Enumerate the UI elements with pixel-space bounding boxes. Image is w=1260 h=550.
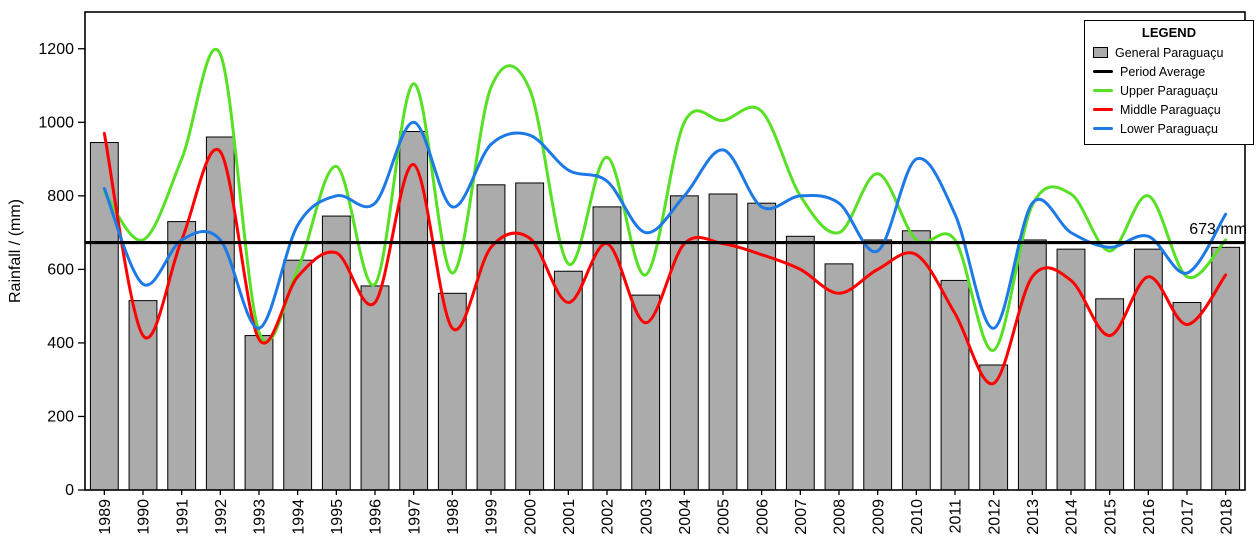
legend-item-upper-paraguacu: Upper Paraguaçu <box>1093 81 1245 100</box>
line-lower-paraguaçu <box>102 120 1228 330</box>
x-tick-label: 2007 <box>793 499 810 535</box>
bar-2017 <box>1172 301 1202 490</box>
x-tick-label: 1995 <box>329 499 346 535</box>
y-tick-label: 1200 <box>38 41 74 58</box>
plot-border <box>84 11 1246 491</box>
bar-2001 <box>553 270 583 490</box>
bar-1991 <box>167 221 197 490</box>
lower-paraguacu-swatch <box>1093 127 1113 130</box>
y-tick-label: 0 <box>65 482 74 499</box>
x-tick-label: 2000 <box>522 499 539 535</box>
x-tick-label: 2006 <box>754 499 771 535</box>
x-tick-label: 1994 <box>290 499 307 535</box>
y-tick-label: 200 <box>47 408 74 425</box>
x-tick-label: 2008 <box>832 499 849 535</box>
bar-2003 <box>631 294 661 490</box>
bar-2008 <box>824 263 854 490</box>
y-tick-label: 400 <box>47 335 74 352</box>
bar-2004 <box>669 195 699 490</box>
x-tick-label: 2013 <box>1025 499 1042 535</box>
x-tick-label: 1999 <box>484 499 501 535</box>
x-tick-label: 2005 <box>716 499 733 535</box>
x-tick-label: 2012 <box>986 499 1003 535</box>
legend-label: Middle Paraguaçu <box>1120 102 1221 117</box>
period-average-swatch <box>1093 70 1113 73</box>
legend-item-middle-paraguacu: Middle Paraguaçu <box>1093 100 1245 119</box>
axes: 0 200 400 600 800 1000 1200 1989 1990 1991 1992 199… <box>38 41 1235 535</box>
legend-item-general-paraguacu: General Paraguaçu <box>1093 43 1245 62</box>
legend-label: Lower Paraguaçu <box>1120 121 1218 136</box>
legend-label: Period Average <box>1120 64 1206 79</box>
x-tick-label: 2010 <box>909 499 926 535</box>
bar-2000 <box>515 182 545 490</box>
y-tick-label: 1000 <box>38 114 74 131</box>
x-tick-label: 2016 <box>1141 499 1158 535</box>
bar-2009 <box>863 239 893 490</box>
x-tick-label: 2014 <box>1064 499 1081 535</box>
legend-item-period-average: Period Average <box>1093 62 1245 81</box>
y-axis-title: Rainfall / (mm) <box>7 199 24 303</box>
bar-2013 <box>1017 239 1047 490</box>
upper-paraguacu-swatch <box>1093 89 1113 92</box>
legend: LEGEND General Paraguaçu Period Average … <box>1084 20 1254 145</box>
middle-paraguacu-swatch <box>1093 108 1113 111</box>
legend-label: Upper Paraguaçu <box>1120 83 1218 98</box>
bar-2010 <box>901 230 931 490</box>
bar-2006 <box>747 202 777 490</box>
x-tick-label: 1992 <box>213 499 230 535</box>
x-tick-label: 1996 <box>368 499 385 535</box>
x-tick-label: 1990 <box>136 499 153 535</box>
x-tick-label: 2003 <box>638 499 655 535</box>
bar-1995 <box>321 215 351 490</box>
legend-label: General Paraguaçu <box>1115 45 1224 60</box>
x-tick-label: 2018 <box>1218 499 1235 535</box>
general-paraguacu-swatch <box>1093 47 1108 58</box>
x-tick-label: 1998 <box>445 499 462 535</box>
bar-2005 <box>708 193 738 490</box>
x-tick-label: 2002 <box>600 499 617 535</box>
bar-2018 <box>1211 246 1241 490</box>
y-tick-label: 800 <box>47 188 74 205</box>
bars-general-paraguacu <box>89 131 1241 490</box>
bar-2012 <box>979 364 1009 490</box>
bar-1992 <box>205 136 235 490</box>
bar-1999 <box>476 184 506 490</box>
bar-1996 <box>360 285 390 490</box>
bar-2014 <box>1056 248 1086 490</box>
x-tick-label: 1991 <box>174 499 191 535</box>
x-tick-label: 2009 <box>870 499 887 535</box>
legend-title: LEGEND <box>1141 25 1197 40</box>
x-tick-label: 1989 <box>97 499 114 535</box>
x-tick-label: 2004 <box>677 499 694 535</box>
x-tick-label: 1997 <box>406 499 423 535</box>
x-tick-label: 1993 <box>252 499 269 535</box>
x-tick-label: 2001 <box>561 499 578 535</box>
legend-item-lower-paraguacu: Lower Paraguaçu <box>1093 119 1245 138</box>
y-tick-label: 600 <box>47 261 74 278</box>
x-tick-label: 2015 <box>1102 499 1119 535</box>
x-tick-label: 2011 <box>948 499 965 534</box>
plot-area <box>89 48 1241 490</box>
bar-2016 <box>1133 248 1163 490</box>
bar-1993 <box>244 335 274 490</box>
bar-2007 <box>785 235 815 490</box>
x-tick-label: 2017 <box>1180 499 1197 535</box>
